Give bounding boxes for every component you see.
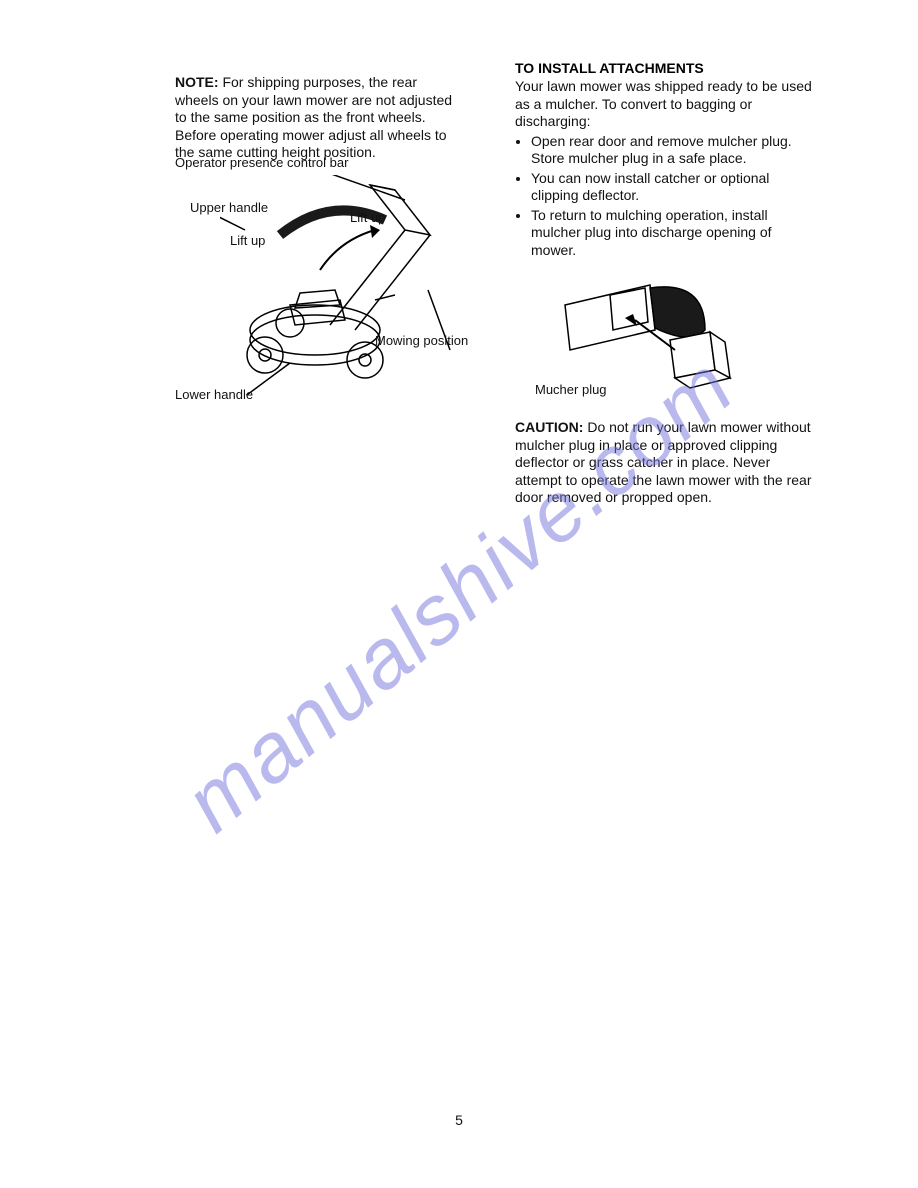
note-paragraph: NOTE: For shipping purposes, the rear wh… — [175, 74, 455, 162]
attachments-bullets: Open rear door and remove mulcher plug. … — [515, 133, 815, 260]
bullet-item: You can now install catcher or optional … — [531, 170, 815, 205]
page-number: 5 — [0, 1112, 918, 1128]
label-lower-handle: Lower handle — [175, 387, 253, 402]
caution-paragraph: CAUTION: Do not run your lawn mower with… — [515, 419, 815, 507]
right-column: TO INSTALL ATTACHMENTS Your lawn mower w… — [515, 60, 815, 261]
attachments-heading: TO INSTALL ATTACHMENTS — [515, 60, 815, 76]
caution-label: CAUTION: — [515, 419, 583, 435]
label-upper-handle: Upper handle — [190, 200, 268, 215]
attachments-intro: Your lawn mower was shipped ready to be … — [515, 78, 815, 131]
mower-diagram: Operator presence control bar — [175, 155, 475, 400]
plug-label: Mucher plug — [535, 382, 607, 397]
caution-block: CAUTION: Do not run your lawn mower with… — [515, 405, 815, 521]
plug-diagram: Mucher plug — [555, 270, 745, 400]
bullet-item: To return to mulching operation, install… — [531, 207, 815, 260]
manual-page: NOTE: For shipping purposes, the rear wh… — [0, 0, 918, 1188]
label-lift-up-1: Lift up — [350, 210, 385, 225]
label-lift-up-2: Lift up — [230, 233, 265, 248]
diagram-caption: Operator presence control bar — [175, 155, 348, 170]
label-mowing-position: Mowing position — [375, 333, 468, 348]
plug-illustration — [555, 270, 745, 400]
note-label: NOTE: — [175, 74, 219, 90]
bullet-item: Open rear door and remove mulcher plug. … — [531, 133, 815, 168]
